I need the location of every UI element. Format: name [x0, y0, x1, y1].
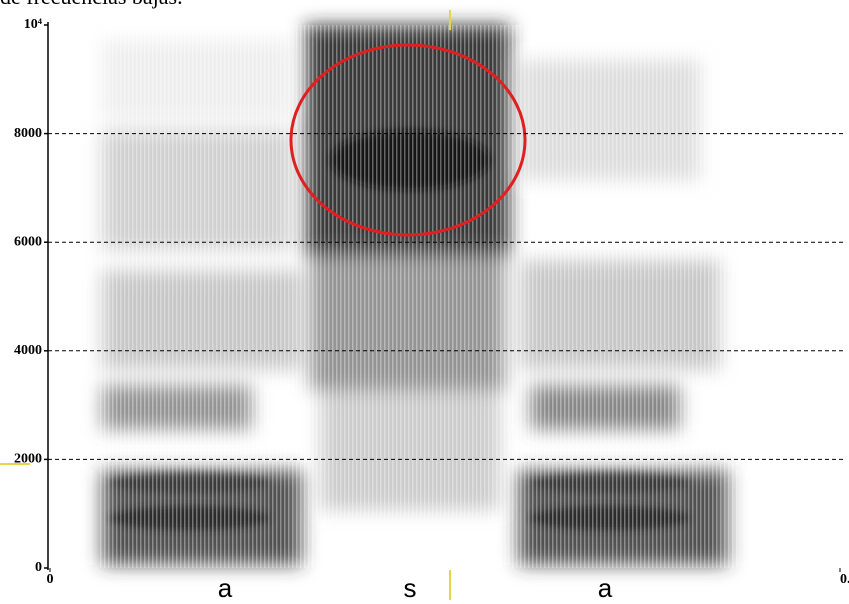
- y-tick-label: 2000: [14, 452, 42, 467]
- segment-label: a: [218, 573, 233, 603]
- y-tick-label: 0: [35, 560, 42, 575]
- y-tick-label: 4000: [14, 343, 42, 358]
- segment-label: a: [598, 573, 613, 603]
- y-tick-label: 10⁴: [24, 17, 43, 32]
- highlight-ellipse: [289, 43, 527, 237]
- segment-label: s: [404, 573, 417, 603]
- x-tick-label: 0.66: [840, 572, 849, 587]
- x-tick-label: 0: [47, 572, 54, 587]
- spectrogram-image: [100, 25, 740, 568]
- page-title: de frecuencias bajas.: [0, 0, 183, 9]
- y-tick-label: 6000: [14, 234, 42, 249]
- y-tick-label: 8000: [14, 126, 42, 141]
